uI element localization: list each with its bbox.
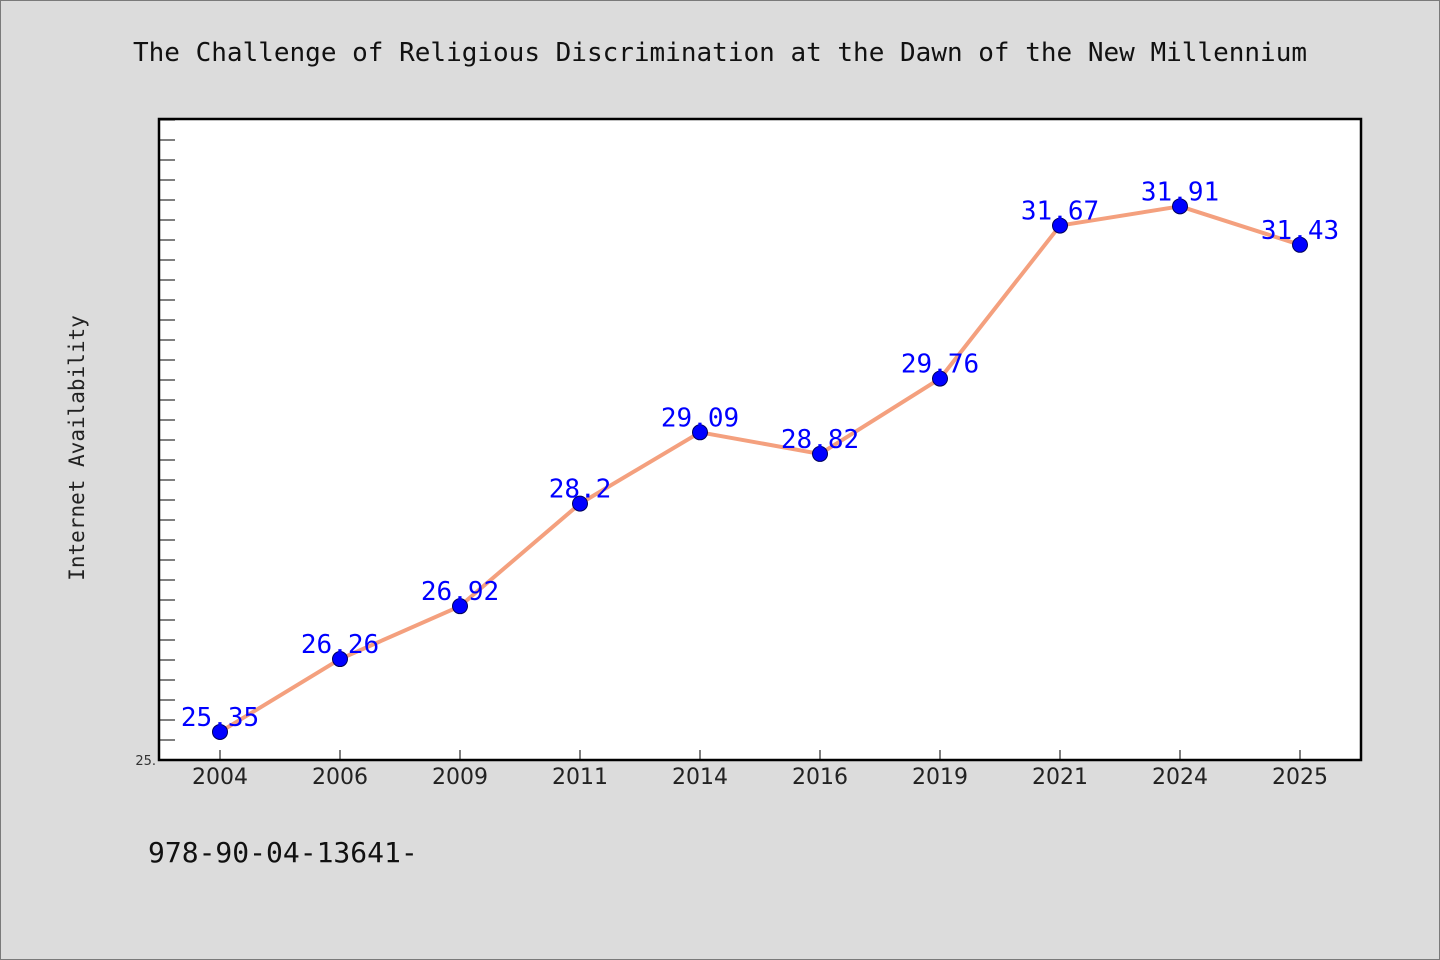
x-tick-label: 2011 bbox=[552, 765, 608, 790]
data-label: 29.09 bbox=[661, 403, 739, 433]
data-point bbox=[212, 723, 228, 740]
data-point bbox=[332, 651, 348, 668]
x-tick-label: 2004 bbox=[192, 765, 248, 790]
data-point bbox=[1052, 217, 1068, 234]
y-tick-label: 25. bbox=[135, 754, 156, 769]
footer-isbn-text: 978-90-04-13641- bbox=[148, 836, 418, 869]
data-label: 28.2 bbox=[549, 475, 612, 505]
x-tick-label: 2009 bbox=[432, 765, 488, 790]
x-axis-ticks: 2004 2006 2009 2011 2014 2016 2019 2021 2024 2025 bbox=[192, 750, 1328, 790]
data-label: 31.43 bbox=[1261, 216, 1339, 246]
chart-title: The Challenge of Religious Discriminatio… bbox=[133, 38, 1307, 68]
data-label: 26.26 bbox=[301, 630, 379, 660]
data-point bbox=[572, 495, 588, 512]
data-label: 25.35 bbox=[181, 703, 259, 733]
series-line bbox=[218, 204, 1302, 734]
data-point bbox=[1172, 198, 1188, 215]
x-tick-label: 2016 bbox=[792, 765, 848, 790]
plot-area bbox=[157, 117, 1363, 762]
data-point bbox=[452, 598, 468, 615]
x-tick-label: 2014 bbox=[672, 765, 728, 790]
x-tick-label: 2019 bbox=[912, 765, 968, 790]
series-layer: 25.35 26.26 26.92 28.2 29.09 28.82 29.76 31.67 3… bbox=[181, 177, 1339, 740]
data-label: 29.76 bbox=[901, 350, 979, 380]
data-label: 31.91 bbox=[1141, 177, 1219, 207]
x-tick-label: 2021 bbox=[1032, 765, 1088, 790]
data-point bbox=[1292, 236, 1308, 253]
x-tick-label: 2024 bbox=[1152, 765, 1208, 790]
data-label: 26.92 bbox=[421, 577, 499, 607]
data-point bbox=[812, 445, 828, 462]
x-tick-label: 2025 bbox=[1272, 765, 1328, 790]
data-point bbox=[932, 370, 948, 387]
y-axis-label: Internet Availability bbox=[65, 315, 89, 581]
data-label: 28.82 bbox=[781, 425, 859, 455]
data-label: 31.67 bbox=[1021, 197, 1099, 227]
y-axis-ticks: 25. bbox=[135, 119, 175, 769]
x-tick-label: 2006 bbox=[312, 765, 368, 790]
data-point bbox=[692, 424, 708, 441]
